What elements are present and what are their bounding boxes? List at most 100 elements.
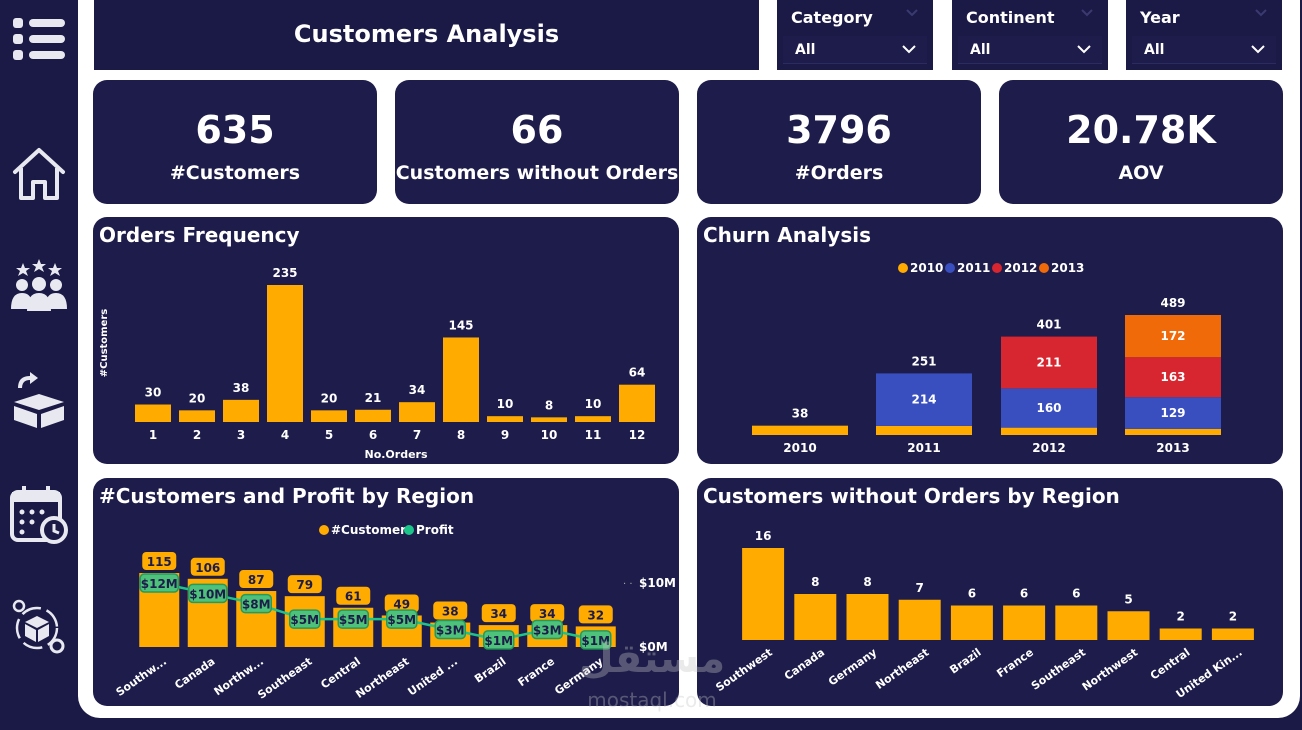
x-tick-label: 11 <box>585 428 602 442</box>
total-label: 38 <box>792 407 809 421</box>
profit-label: $1M <box>581 634 610 648</box>
x-tick-label: Canada <box>782 646 827 683</box>
data-label: 145 <box>448 318 473 332</box>
product-settings-button[interactable] <box>6 594 72 660</box>
slicer-label: Continent <box>966 8 1055 27</box>
kpi-label: Customers without Orders <box>395 162 679 184</box>
legend-label: Profit <box>416 523 454 537</box>
home-button[interactable] <box>6 140 72 206</box>
orders-frequency-chart: 30 1 20 2 38 3 235 4 20 5 21 6 34 7 145 8 10 9 8 10 10 11 64 12… <box>99 266 655 461</box>
data-label: 64 <box>629 366 646 380</box>
bar-segment <box>1125 397 1221 429</box>
x-axis-title: No.Orders <box>364 448 427 461</box>
legend-label: 2011 <box>957 261 990 275</box>
bar-segment <box>1001 427 1097 435</box>
profit-label: $1M <box>484 634 513 648</box>
profit-label-badge <box>483 630 515 650</box>
customers-without-orders-region-card[interactable]: Customers without Orders by Region 16 Sou… <box>697 478 1283 706</box>
category-dropdown[interactable]: All <box>783 36 927 64</box>
bar-segment <box>1125 315 1221 358</box>
data-label: 49 <box>393 597 410 611</box>
bar-segment <box>752 425 848 435</box>
profit-label: $5M <box>290 613 319 627</box>
y2-tick-label: $10M <box>639 576 676 590</box>
chevron-down-icon <box>1251 45 1265 54</box>
legend-label: #Customers <box>331 523 413 537</box>
bar <box>898 599 941 640</box>
bar-segment <box>1001 388 1097 428</box>
data-label: 61 <box>345 590 362 604</box>
calendar-button[interactable] <box>6 482 72 548</box>
menu-button[interactable] <box>6 6 72 72</box>
data-label-badge <box>578 605 613 624</box>
profit-label-badge <box>139 573 179 593</box>
chevron-down-icon <box>1077 45 1091 54</box>
data-label: 34 <box>409 383 426 397</box>
x-tick-label: 6 <box>369 428 377 442</box>
bar <box>311 410 347 422</box>
home-icon <box>9 142 69 204</box>
kpi-card-customers-without-orders[interactable]: 66 Customers without Orders <box>395 80 679 204</box>
legend-marker <box>898 263 908 273</box>
clear-selection-icon[interactable] <box>905 8 919 18</box>
profit-label-badge <box>580 630 612 650</box>
bar <box>1159 628 1202 640</box>
menu-icon <box>11 12 67 66</box>
data-label: 20 <box>189 391 206 405</box>
x-tick-label: Northwest <box>1080 646 1140 694</box>
year-dropdown[interactable]: All <box>1132 36 1276 64</box>
customers-profit-region-card[interactable]: #Customers and Profit by Region #Custome… <box>93 478 679 706</box>
x-tick-label: 2013 <box>1156 441 1189 455</box>
legend-label: 2013 <box>1051 261 1084 275</box>
x-tick-label: 1 <box>149 428 157 442</box>
returns-box-icon <box>10 368 68 430</box>
clear-selection-icon[interactable] <box>1080 8 1094 18</box>
x-tick-label: France <box>994 646 1035 680</box>
x-tick-label: Germany <box>826 646 879 689</box>
data-label-badge <box>142 552 177 570</box>
data-label: 10 <box>497 397 514 411</box>
x-tick-label: Central <box>1148 646 1193 683</box>
data-label: 2 <box>1229 610 1237 624</box>
kpi-card-aov[interactable]: 20.78K AOV <box>999 80 1283 204</box>
y-axis-title: #Customers <box>99 309 110 378</box>
data-label: 7 <box>916 581 924 595</box>
customers-icon <box>9 259 69 315</box>
x-tick-label: Southeast <box>1029 646 1088 693</box>
profit-label-badge <box>240 593 272 614</box>
continent-dropdown[interactable]: All <box>958 36 1102 64</box>
data-label: 87 <box>248 573 265 587</box>
data-label: 79 <box>296 578 313 592</box>
x-tick-label: France <box>516 655 557 689</box>
data-label: 6 <box>1072 587 1080 601</box>
orders-frequency-card[interactable]: Orders Frequency 30 1 20 2 38 3 235 4 20 5 21 6 34 7 1… <box>93 217 679 464</box>
kpi-value: 635 <box>195 108 275 152</box>
y2-gridline-marker: · · <box>623 579 633 590</box>
kpi-card-orders[interactable]: 3796 #Orders <box>697 80 981 204</box>
returns-button[interactable] <box>6 366 72 432</box>
data-label: 16 <box>755 529 772 543</box>
customers-button[interactable] <box>6 254 72 320</box>
x-tick-label: 2012 <box>1032 441 1065 455</box>
data-label: 160 <box>1036 401 1061 415</box>
profit-label-badge <box>434 619 466 640</box>
legend-marker <box>319 525 329 535</box>
x-tick-label: 2 <box>193 428 201 442</box>
legend-marker <box>992 263 1002 273</box>
kpi-card-customers[interactable]: 635 #Customers <box>93 80 377 204</box>
chart-title: Churn Analysis <box>703 223 871 247</box>
bar-segment <box>876 425 972 435</box>
profit-label: $8M <box>242 598 271 612</box>
bar <box>135 404 171 422</box>
kpi-value: 20.78K <box>1066 108 1216 152</box>
profit-label: $5M <box>339 613 368 627</box>
bar <box>443 337 479 422</box>
bar <box>1107 611 1150 640</box>
data-label: 6 <box>968 587 976 601</box>
slicer-year: Year All <box>1126 0 1282 70</box>
data-label: 214 <box>911 393 936 407</box>
bar <box>950 605 993 640</box>
churn-analysis-card[interactable]: Churn Analysis 2010 2011 2012 2013 38 2010 214… <box>697 217 1283 464</box>
clear-selection-icon[interactable] <box>1254 8 1268 18</box>
legend-label: 2012 <box>1004 261 1037 275</box>
